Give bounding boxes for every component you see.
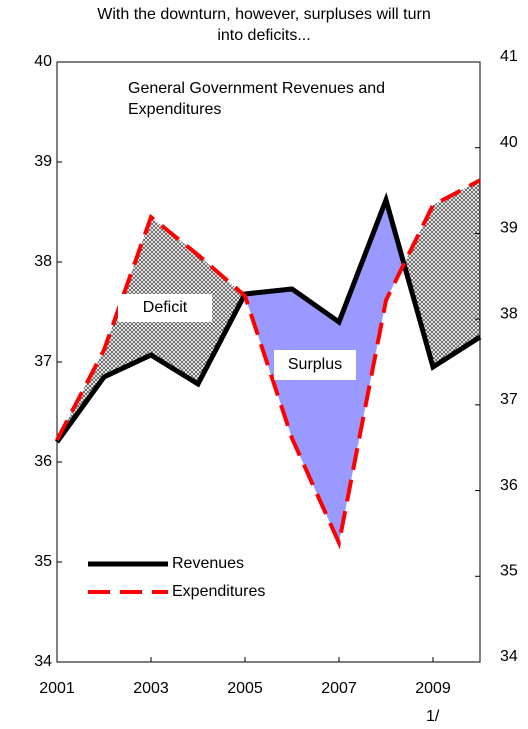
legend-label: Revenues [172,555,244,572]
x-tick-label: 2001 [39,680,75,697]
y-tick-label: 37 [34,353,52,370]
y-tick-label: 38 [34,253,52,270]
x-tick-label: 2005 [227,680,263,697]
series-line [55,178,481,550]
y2-tick-label: 41 [500,48,518,65]
series-line [54,192,482,444]
chart-title: With the downturn, however, surpluses wi… [97,6,431,44]
y-tick-label: 34 [34,653,52,670]
annotation: General Government Revenues and Expendit… [128,80,386,118]
y-tick-label: 40 [34,53,52,70]
y-tick-label: 39 [34,153,52,170]
note: 1/ [426,708,440,725]
deficit-label: Deficit [118,294,212,322]
y-tick-label: 36 [34,453,52,470]
y2-tick-label: 38 [500,305,518,322]
legend-label: Expenditures [172,583,265,600]
y2-tick-label: 36 [500,477,518,494]
y2-tick-label: 35 [500,563,518,580]
x-tick-label: 2003 [133,680,169,697]
y2-tick-label: 40 [500,134,518,151]
surplus-label: Surplus [274,350,356,380]
y2-tick-label: 37 [500,391,518,408]
y-tick-label: 35 [34,553,52,570]
x-tick-label: 2007 [321,680,357,697]
y2-tick-label: 34 [500,648,518,665]
y2-tick-label: 39 [500,220,518,237]
x-tick-label: 2009 [415,680,451,697]
